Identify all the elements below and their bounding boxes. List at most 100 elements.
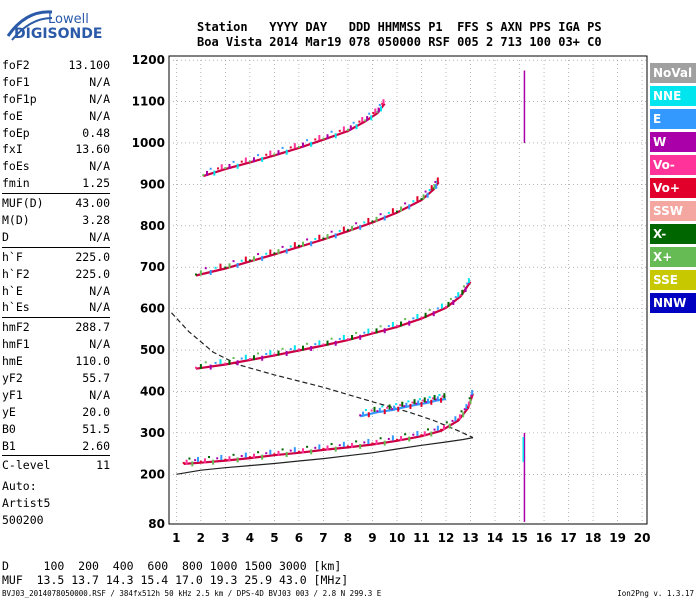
trace-point	[387, 437, 390, 440]
trace-point	[363, 221, 366, 224]
legend-item-e: E	[650, 109, 696, 129]
trace-point	[346, 128, 349, 131]
plot-frame	[168, 55, 648, 525]
x-tick-label: 13	[462, 531, 479, 545]
param-row: yE 20.0	[2, 404, 110, 421]
trace-point	[420, 198, 423, 201]
trace-point	[404, 202, 407, 205]
trace-point	[281, 146, 284, 149]
trace-point	[417, 400, 420, 406]
trace-point	[310, 141, 313, 147]
trace-point	[330, 337, 333, 340]
param-row: M(D) 3.28	[2, 212, 110, 229]
trace-point	[366, 116, 369, 122]
trace-point	[197, 456, 200, 462]
trace-point	[293, 242, 296, 248]
param-row: D N/A	[2, 229, 110, 246]
trace-point	[435, 398, 438, 401]
trace-point	[435, 183, 438, 189]
trace-point	[422, 399, 425, 402]
trace-point	[467, 406, 470, 409]
param-name: yF2	[2, 371, 23, 386]
trace-point	[269, 449, 272, 455]
trace-point	[391, 208, 394, 214]
trace-point	[367, 412, 370, 418]
trace-point	[346, 338, 349, 341]
trace-point	[240, 454, 243, 457]
param-name: MUF(D)	[2, 196, 44, 211]
trace-point	[334, 446, 337, 452]
trace-point	[244, 452, 247, 458]
trace-point	[436, 307, 439, 310]
x-tick-label: 20	[634, 531, 651, 545]
trace-point	[405, 402, 408, 408]
trace-point	[428, 308, 431, 311]
trace-point	[244, 354, 247, 360]
trace-point	[454, 296, 457, 299]
x-tick-label: 8	[344, 531, 352, 545]
trace-point	[297, 145, 300, 148]
y-tick-label: 400	[140, 384, 165, 398]
trace-point	[463, 408, 466, 411]
auto-version: 500200	[2, 513, 44, 527]
trace-point	[318, 340, 321, 346]
trace-point	[425, 401, 428, 404]
trace-point	[281, 347, 284, 350]
trace-point	[289, 245, 292, 248]
trace-point	[408, 320, 411, 326]
trace-point	[466, 282, 469, 285]
y-tick-label: 700	[140, 260, 165, 274]
trace-point	[416, 430, 419, 436]
x-tick-label: 1	[172, 531, 180, 545]
trace-point	[386, 406, 389, 409]
trace-point	[338, 444, 341, 447]
trace-point	[424, 312, 427, 318]
trace-point	[224, 167, 227, 170]
x-tick-label: 3	[221, 531, 229, 545]
trace-point	[413, 399, 416, 405]
y-tick-label: 80	[148, 517, 165, 531]
legend-item-x-: X-	[650, 224, 696, 244]
y-tick-label: 200	[140, 467, 165, 481]
muf-values-row: MUF 13.5 13.7 14.3 15.4 17.0 19.3 25.9 4…	[2, 573, 349, 587]
auto-scaling-info: Auto: Artist5 500200	[2, 478, 50, 529]
trace-point	[240, 160, 243, 163]
param-value: 225.0	[75, 249, 110, 264]
trace-point	[401, 401, 404, 407]
trace-point	[248, 259, 251, 262]
trace-point	[269, 150, 272, 156]
trace-point	[289, 146, 292, 149]
param-name: foF2	[2, 58, 30, 72]
trace-point	[236, 457, 239, 463]
param-value: N/A	[89, 300, 110, 315]
param-row: yF2 55.7	[2, 370, 110, 387]
trace-point	[257, 352, 260, 355]
trace-point	[363, 441, 366, 444]
param-divider	[2, 246, 110, 248]
y-tick-label: 500	[140, 343, 165, 357]
trace-point	[362, 411, 365, 417]
trace-point	[378, 103, 381, 106]
logo-digisonde-text: DIGISONDE	[14, 26, 103, 42]
trace-point	[326, 234, 329, 240]
trace-point	[393, 405, 396, 411]
param-divider	[2, 193, 110, 195]
trace-point	[342, 335, 345, 341]
trace-point	[199, 270, 202, 276]
trace-point	[430, 431, 433, 437]
trace-point	[380, 106, 383, 112]
x-tick-label: 4	[246, 531, 254, 545]
param-row: h`E N/A	[2, 283, 110, 300]
x-tick-label: 5	[270, 531, 278, 545]
trace-point	[277, 249, 280, 255]
trace-point	[460, 410, 463, 413]
param-name: B0	[2, 421, 16, 436]
x-tick-label: 17	[560, 531, 577, 545]
x-tick-label: 16	[536, 531, 553, 545]
trace-line	[195, 181, 440, 277]
trace-point	[427, 428, 430, 431]
legend-item-x-: X+	[650, 247, 696, 267]
param-name: hmE	[2, 354, 23, 369]
trace-point	[302, 241, 305, 247]
trace-point	[194, 459, 197, 462]
